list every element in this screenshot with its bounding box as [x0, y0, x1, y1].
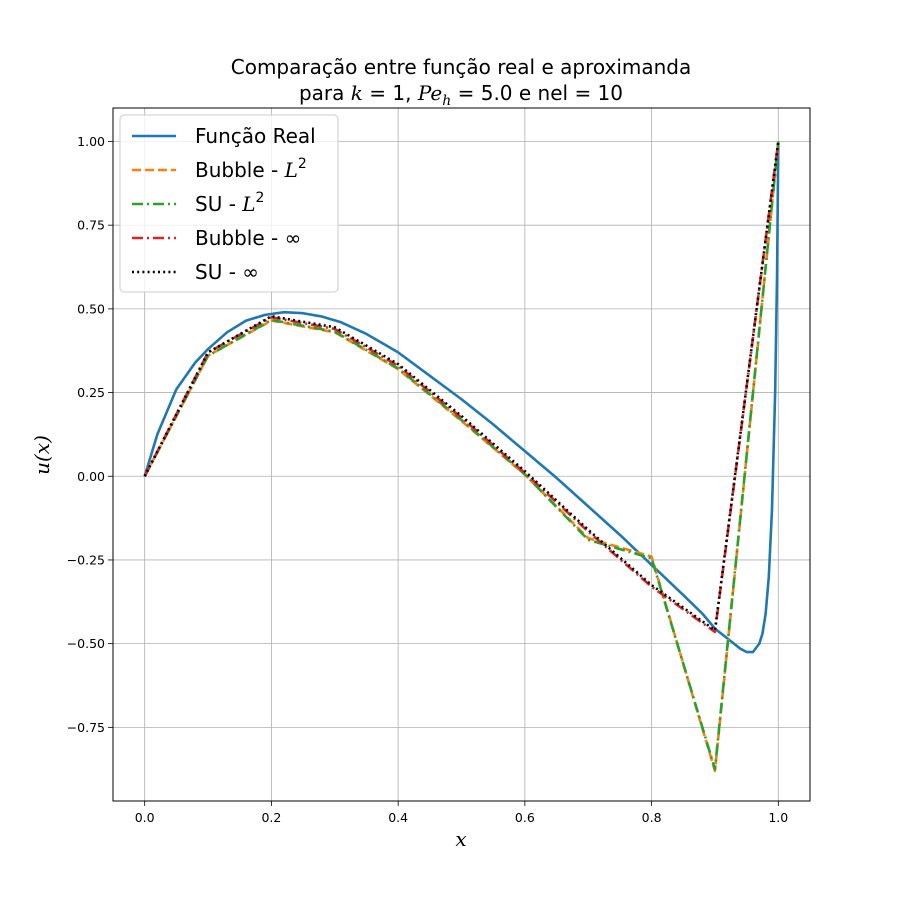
legend-label-1: Bubble - L2	[195, 156, 307, 182]
legend-label-3: Bubble - ∞	[195, 226, 301, 250]
y-tick-label: 1.00	[77, 134, 105, 149]
series-line-2	[143, 141, 780, 771]
x-tick-label: 0.8	[642, 810, 662, 825]
plot-frame	[112, 107, 811, 802]
y-tick-label: 0.00	[77, 469, 105, 484]
series-line-0	[143, 141, 780, 654]
y-tick-label: −0.75	[67, 720, 105, 735]
x-tick-label: 0.2	[261, 810, 281, 825]
y-tick-label: −0.50	[67, 636, 105, 651]
ticks: 0.0 0.2 0.4 0.6 0.8 1.0 −0.75 −0.50 −0.25 0.00 0.2…	[67, 134, 789, 825]
chart-title-line1: Comparação entre função real e aproximan…	[231, 55, 692, 79]
x-tick-label: 1.0	[768, 810, 788, 825]
x-tick-label: 0.4	[388, 810, 408, 825]
y-tick-label: 0.50	[77, 301, 105, 316]
legend-label-2: SU - L2	[195, 190, 264, 216]
y-axis-label: u(x)	[30, 435, 54, 475]
y-tick-label: 0.75	[77, 218, 105, 233]
legend-box	[119, 114, 339, 293]
y-tick-label: 0.25	[77, 385, 105, 400]
y-tick-label: −0.25	[67, 552, 105, 567]
legend-label-0: Função Real	[195, 124, 316, 148]
legend-label-4: SU - ∞	[195, 260, 259, 284]
series-layer	[143, 141, 780, 773]
chart-title-line2: para k = 1, Peh = 5.0 e nel = 10	[299, 81, 623, 109]
series-line-4	[143, 141, 780, 632]
x-tick-label: 0.0	[135, 810, 155, 825]
legend: Função Real Bubble - L2 SU - L2 Bubble - ∞ S…	[119, 114, 339, 293]
x-axis-label: x	[455, 827, 466, 851]
x-tick-label: 0.6	[515, 810, 535, 825]
